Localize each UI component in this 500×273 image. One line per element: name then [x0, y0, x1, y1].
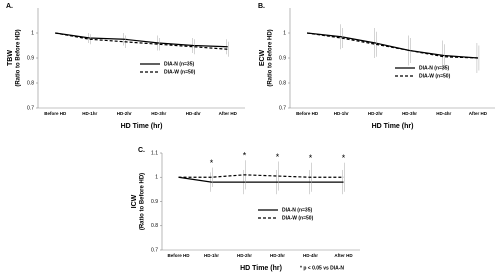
x-tick-label: After HD	[469, 111, 488, 116]
x-tick-label: Before HD	[167, 253, 190, 258]
y-tick-label: 0.7	[151, 247, 158, 253]
x-axis-label: HD Time (hr)	[240, 265, 282, 272]
series-line	[178, 176, 344, 183]
x-tick-label: HD-3hr	[270, 253, 285, 258]
x-tick-label: HD-3hr	[402, 111, 417, 116]
x-tick-label: HD-1hr	[82, 111, 97, 116]
x-tick-label: After HD	[334, 253, 353, 258]
x-tick-label: HD-2hr	[237, 253, 252, 258]
series-line	[55, 32, 228, 50]
x-tick-label: Before HD	[296, 111, 319, 116]
y-tick-label: 0.9	[279, 55, 286, 61]
significance-mark: *	[210, 158, 214, 168]
y-axis-label: TBW	[7, 50, 14, 66]
y-tick-label: 1.1	[151, 150, 158, 156]
panel-label: A.	[6, 3, 13, 10]
y-tick-label: 0.9	[151, 199, 158, 205]
x-tick-label: HD-1hr	[334, 111, 349, 116]
y-tick-label: 0.8	[151, 223, 158, 229]
legend-label: DIA-N (n=35)	[419, 65, 449, 71]
x-tick-label: HD-4hr	[436, 111, 451, 116]
significance-mark: *	[342, 153, 346, 163]
y-axis-unit: (Ratio to Before HD)	[268, 29, 274, 86]
x-tick-label: HD-3hr	[151, 111, 166, 116]
y-axis-unit: (Ratio to Before HD)	[140, 173, 146, 230]
y-tick-label: 0.8	[279, 80, 286, 86]
panel-label: C.	[138, 147, 145, 154]
series-line	[178, 174, 344, 178]
legend-label: DIA-W (n=50)	[282, 215, 314, 221]
legend-label: DIA-W (n=50)	[419, 73, 451, 79]
y-tick-label: 1	[155, 175, 158, 181]
x-tick-label: HD-2hr	[117, 111, 132, 116]
x-tick-label: HD-4hr	[186, 111, 201, 116]
x-tick-label: HD-4hr	[303, 253, 318, 258]
legend-label: DIA-N (n=35)	[164, 61, 194, 67]
legend-label: DIA-N (n=35)	[282, 207, 312, 213]
y-axis-label: ICW	[131, 194, 138, 208]
y-tick-label: 0.7	[27, 105, 34, 111]
significance-mark: *	[243, 151, 247, 161]
y-tick-label: 0.9	[27, 55, 34, 61]
x-axis-label: HD Time (hr)	[121, 123, 163, 130]
y-axis-unit: (Ratio to Before HD)	[16, 29, 22, 86]
y-tick-label: 1	[31, 30, 34, 36]
x-tick-label: HD-1hr	[204, 253, 219, 258]
series-line	[55, 32, 228, 48]
y-tick-label: 0.8	[27, 80, 34, 86]
significance-mark: *	[309, 153, 313, 163]
series-line	[307, 32, 478, 59]
x-tick-label: After HD	[219, 111, 238, 116]
significance-mark: *	[276, 152, 280, 162]
x-tick-label: Before HD	[44, 111, 67, 116]
x-tick-label: HD-2hr	[368, 111, 383, 116]
panel-label: B.	[258, 3, 265, 10]
y-axis-label: ECW	[259, 49, 266, 66]
annotation: * p < 0.05 vs DIA-N	[300, 265, 344, 271]
y-tick-label: 0.7	[279, 105, 286, 111]
legend-label: DIA-W (n=50)	[164, 69, 196, 75]
y-tick-label: 1	[283, 30, 286, 36]
series-line	[306, 32, 478, 59]
x-axis-label: HD Time (hr)	[372, 123, 414, 130]
